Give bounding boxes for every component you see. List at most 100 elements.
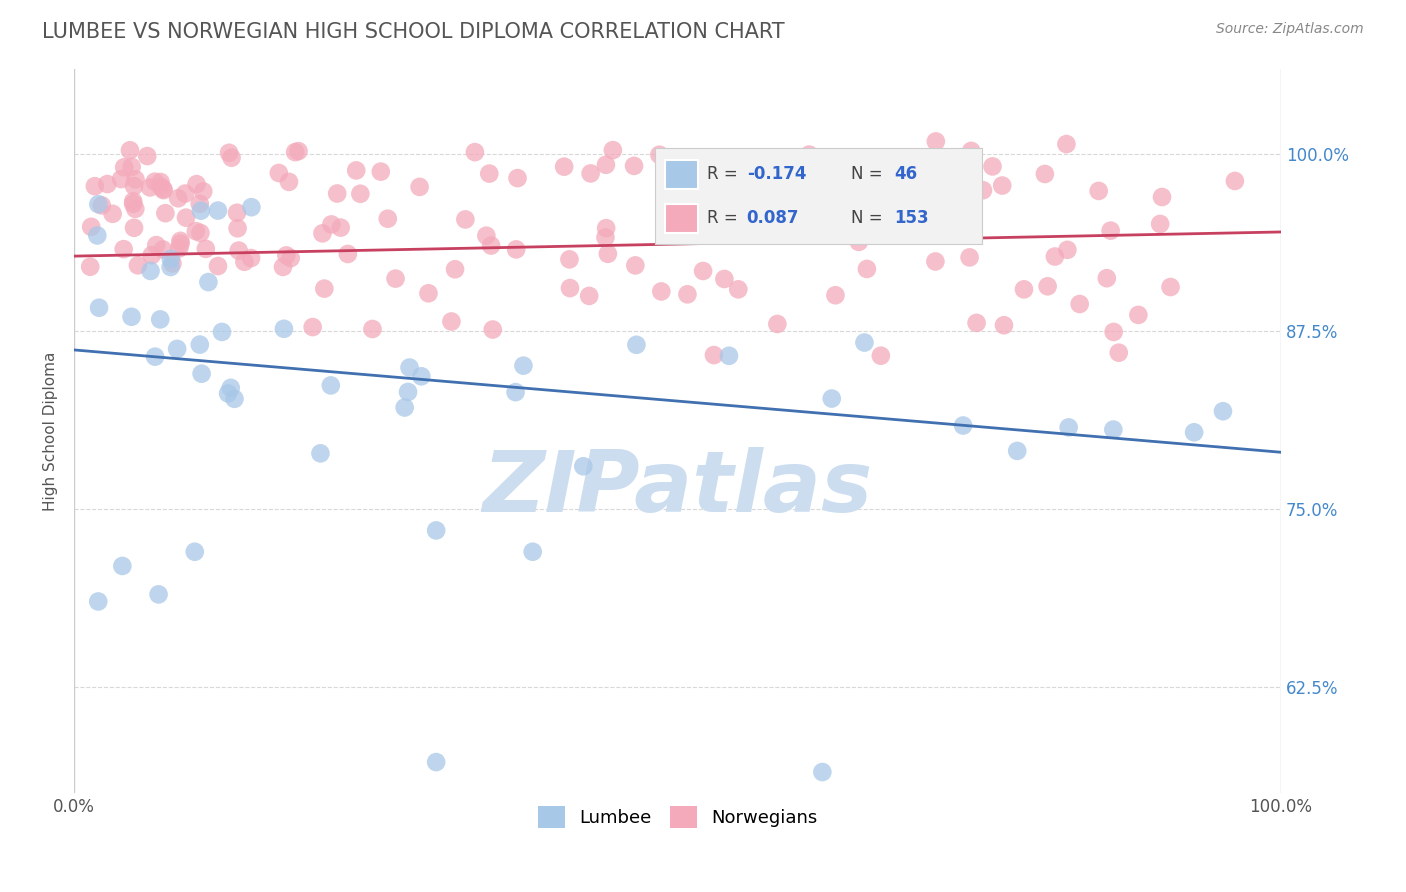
Text: 0.087: 0.087: [747, 210, 799, 227]
Point: [148, 587, 170, 601]
Point: [578, 289, 600, 303]
Point: [174, 186, 197, 201]
Point: [595, 221, 617, 235]
Point: [143, 350, 166, 364]
Point: [505, 385, 527, 400]
Point: [211, 325, 233, 339]
Point: [101, 207, 124, 221]
Point: [966, 316, 988, 330]
Point: [808, 216, 831, 230]
Point: [336, 247, 359, 261]
Point: [717, 349, 740, 363]
Point: [145, 238, 167, 252]
Point: [370, 164, 392, 178]
Point: [152, 182, 174, 196]
Point: [311, 227, 333, 241]
Point: [595, 158, 617, 172]
Point: [411, 369, 433, 384]
Point: [853, 335, 876, 350]
Point: [139, 264, 162, 278]
Point: [79, 260, 101, 274]
Point: [398, 360, 420, 375]
Point: [742, 153, 765, 168]
Point: [267, 166, 290, 180]
Y-axis label: High School Diploma: High School Diploma: [44, 351, 58, 510]
Bar: [665, 160, 697, 188]
Point: [87, 301, 110, 315]
Point: [1057, 420, 1080, 434]
Point: [505, 243, 527, 257]
Point: [321, 218, 343, 232]
Point: [572, 459, 595, 474]
Point: [478, 167, 501, 181]
Point: [169, 234, 191, 248]
Point: [152, 183, 174, 197]
Point: [226, 221, 249, 235]
Point: [112, 242, 135, 256]
Point: [349, 186, 371, 201]
Point: [207, 203, 229, 218]
Point: [87, 594, 110, 608]
Point: [166, 342, 188, 356]
Point: [676, 287, 699, 301]
Point: [868, 177, 890, 191]
Point: [121, 310, 143, 324]
Point: [217, 386, 239, 401]
Point: [218, 145, 240, 160]
Point: [273, 322, 295, 336]
Text: 153: 153: [894, 210, 928, 227]
Point: [228, 244, 250, 258]
Point: [692, 264, 714, 278]
Point: [1223, 174, 1246, 188]
Point: [821, 392, 844, 406]
Point: [797, 147, 820, 161]
Point: [224, 392, 246, 406]
Point: [284, 145, 307, 160]
Point: [194, 242, 217, 256]
Text: 46: 46: [894, 165, 917, 183]
Point: [596, 247, 619, 261]
Text: ZIPatlas: ZIPatlas: [482, 448, 873, 531]
Point: [981, 160, 1004, 174]
Point: [454, 212, 477, 227]
Point: [1095, 271, 1118, 285]
Point: [873, 174, 896, 188]
Point: [149, 312, 172, 326]
Point: [124, 172, 146, 186]
Point: [278, 175, 301, 189]
Point: [86, 228, 108, 243]
Point: [83, 179, 105, 194]
Point: [703, 348, 725, 362]
Point: [240, 251, 263, 265]
Point: [952, 418, 974, 433]
Point: [991, 178, 1014, 193]
Point: [602, 143, 624, 157]
Point: [1069, 297, 1091, 311]
Point: [124, 202, 146, 216]
Point: [159, 260, 181, 274]
Point: [174, 211, 197, 225]
Point: [276, 248, 298, 262]
Point: [319, 378, 342, 392]
Point: [768, 194, 790, 208]
Point: [1005, 443, 1028, 458]
Point: [1033, 167, 1056, 181]
Point: [127, 258, 149, 272]
Point: [873, 214, 896, 228]
Point: [707, 178, 730, 193]
Point: [751, 153, 773, 167]
Point: [626, 338, 648, 352]
Point: [766, 224, 789, 238]
Point: [425, 524, 447, 538]
Point: [766, 317, 789, 331]
Point: [149, 179, 172, 194]
Point: [394, 401, 416, 415]
Point: [408, 180, 430, 194]
Point: [624, 259, 647, 273]
Point: [648, 147, 671, 161]
Point: [169, 236, 191, 251]
Point: [122, 194, 145, 209]
Point: [1087, 184, 1109, 198]
Point: [96, 177, 118, 191]
Point: [972, 183, 994, 197]
